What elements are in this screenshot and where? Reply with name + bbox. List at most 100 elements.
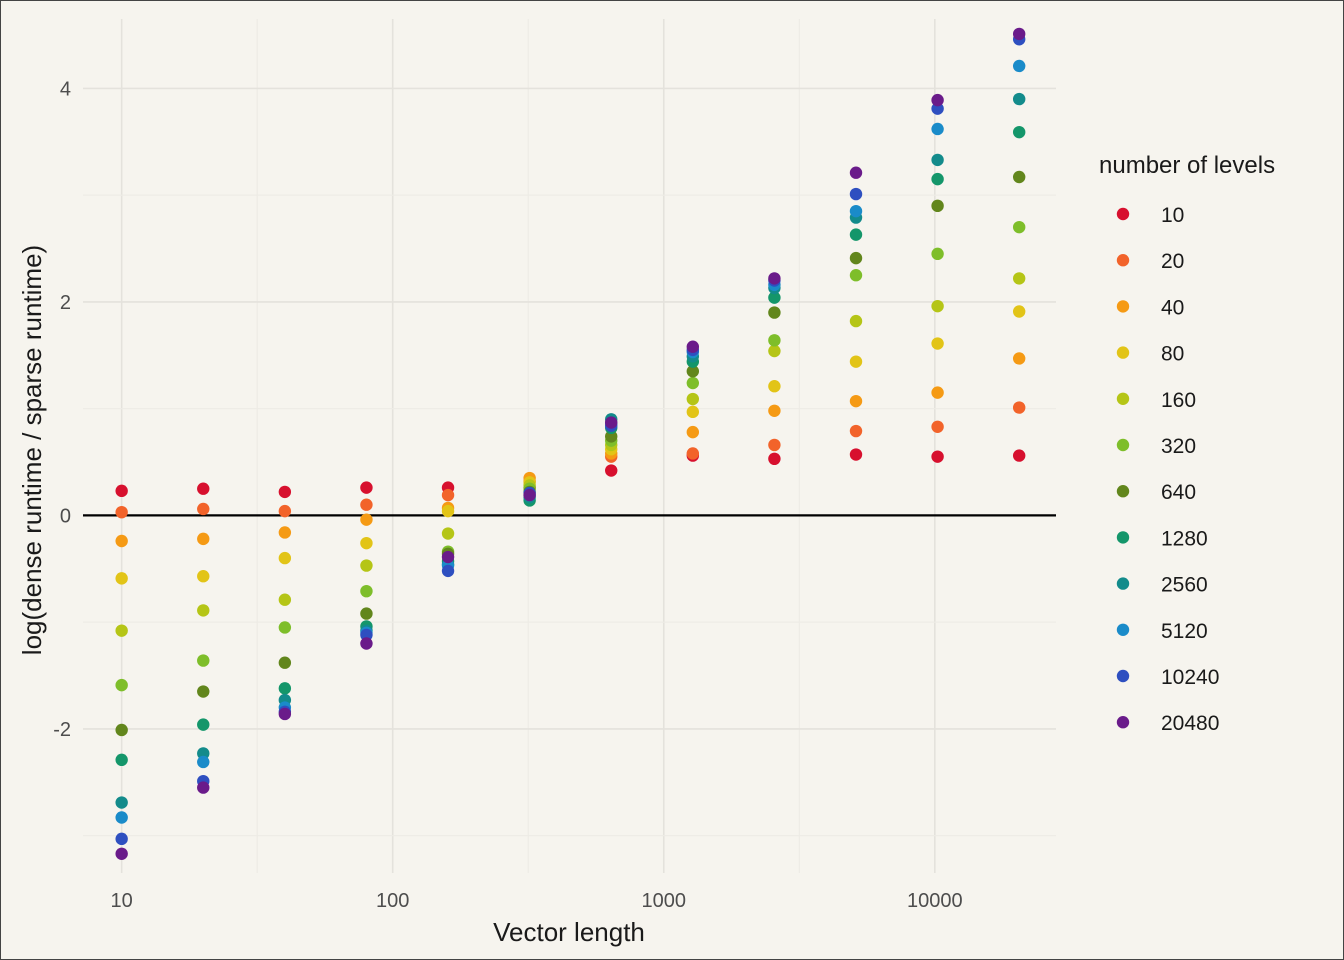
x-axis-ticks: 10 100 1000 10000 bbox=[111, 890, 963, 912]
data-point-640 bbox=[1012, 170, 1026, 184]
y-tick-label: 0 bbox=[60, 505, 71, 527]
data-point-80 bbox=[849, 355, 863, 368]
x-tick-label: 1000 bbox=[642, 890, 687, 912]
y-tick-label: 2 bbox=[60, 292, 71, 314]
data-point-640 bbox=[768, 306, 781, 319]
x-tick-label: 100 bbox=[376, 890, 409, 912]
data-point-10240 bbox=[849, 187, 863, 201]
data-point-20 bbox=[360, 498, 373, 511]
data-point-10240 bbox=[360, 628, 373, 642]
data-point-10 bbox=[931, 450, 944, 463]
data-point-160 bbox=[931, 299, 944, 313]
data-point-2560 bbox=[197, 747, 210, 760]
data-point-80 bbox=[1012, 305, 1026, 318]
data-point-160 bbox=[197, 604, 210, 617]
legend-label: 40 bbox=[1161, 296, 1184, 319]
x-axis-title: Vector length bbox=[493, 917, 645, 947]
legend-item-10240: 10240 bbox=[1116, 666, 1219, 689]
data-point-10 bbox=[197, 482, 210, 495]
legend-label: 5120 bbox=[1161, 620, 1208, 643]
data-point-10 bbox=[1012, 449, 1026, 462]
data-point-1280 bbox=[197, 718, 210, 731]
data-point-640 bbox=[197, 685, 210, 698]
data-point-40 bbox=[1012, 352, 1026, 365]
legend-item-20: 20 bbox=[1116, 250, 1184, 273]
data-point-20480 bbox=[1012, 27, 1026, 41]
data-point-40 bbox=[768, 404, 781, 417]
legend-key bbox=[1116, 577, 1130, 590]
data-point-320 bbox=[1012, 220, 1026, 234]
legend-item-320: 320 bbox=[1116, 435, 1196, 458]
data-point-20480 bbox=[686, 340, 700, 353]
data-point-320 bbox=[278, 621, 292, 634]
data-point-80 bbox=[768, 380, 781, 393]
data-point-2560 bbox=[115, 796, 128, 809]
data-point-5120 bbox=[115, 811, 128, 824]
legend-label: 320 bbox=[1161, 435, 1196, 458]
data-point-5120 bbox=[197, 755, 210, 769]
legend-item-20480: 20480 bbox=[1116, 712, 1219, 735]
data-point-5120 bbox=[1012, 59, 1026, 73]
data-point-320 bbox=[849, 269, 863, 282]
data-point-80 bbox=[197, 570, 210, 583]
legend-item-40: 40 bbox=[1116, 296, 1184, 319]
legend-key bbox=[1116, 669, 1130, 683]
data-point-40 bbox=[931, 386, 944, 399]
legend-label: 10 bbox=[1161, 204, 1184, 227]
legend-items: 10 20 40 80 160 320 640 1280 2560 5120 10240 20480 bbox=[1116, 204, 1219, 735]
data-point-20 bbox=[441, 488, 455, 502]
y-axis-title: log(dense runtime / sparse runtime) bbox=[17, 245, 47, 655]
data-point-160 bbox=[115, 624, 128, 637]
y-tick-label: 4 bbox=[60, 78, 71, 100]
data-point-320 bbox=[115, 678, 128, 692]
legend-item-80: 80 bbox=[1116, 343, 1184, 366]
legend-key bbox=[1116, 346, 1130, 359]
data-point-640 bbox=[278, 656, 292, 669]
y-axis-ticks: -2 0 2 4 bbox=[53, 78, 71, 741]
data-point-20 bbox=[115, 505, 128, 519]
data-point-20 bbox=[278, 504, 292, 518]
data-point-160 bbox=[278, 593, 292, 606]
data-point-160 bbox=[768, 344, 781, 358]
data-point-160 bbox=[1012, 272, 1026, 285]
x-tick-label: 10000 bbox=[907, 890, 963, 912]
data-point-640 bbox=[931, 199, 944, 213]
data-point-20 bbox=[1012, 401, 1026, 414]
legend-title: number of levels bbox=[1099, 152, 1275, 179]
data-point-1280 bbox=[278, 682, 292, 695]
data-point-20 bbox=[768, 438, 781, 452]
legend: number of levels 10 20 40 80 160 320 640 1280 25… bbox=[1099, 152, 1275, 735]
legend-key bbox=[1116, 254, 1130, 267]
data-point-20480 bbox=[605, 416, 618, 429]
legend-key bbox=[1116, 207, 1130, 221]
data-point-80 bbox=[360, 536, 373, 550]
data-point-20480 bbox=[197, 781, 210, 794]
data-point-10240 bbox=[441, 564, 455, 578]
legend-key bbox=[1116, 623, 1130, 636]
data-point-80 bbox=[931, 337, 944, 350]
legend-item-2560: 2560 bbox=[1116, 574, 1208, 597]
legend-label: 20 bbox=[1161, 250, 1184, 273]
data-point-2560 bbox=[931, 153, 944, 167]
data-points bbox=[115, 27, 1026, 860]
data-point-1280 bbox=[768, 291, 781, 304]
x-tick-label: 10 bbox=[111, 890, 133, 912]
legend-key bbox=[1116, 716, 1130, 729]
legend-key bbox=[1116, 300, 1130, 313]
legend-item-1280: 1280 bbox=[1116, 527, 1208, 550]
data-point-20480 bbox=[849, 166, 863, 179]
data-point-40 bbox=[278, 526, 292, 539]
data-point-40 bbox=[849, 394, 863, 408]
legend-label: 1280 bbox=[1161, 527, 1208, 550]
data-point-160 bbox=[849, 314, 863, 328]
data-point-320 bbox=[197, 654, 210, 667]
data-point-320 bbox=[360, 584, 373, 598]
data-point-20480 bbox=[931, 93, 944, 107]
data-point-40 bbox=[360, 513, 373, 526]
data-point-320 bbox=[931, 247, 944, 261]
data-point-160 bbox=[441, 527, 455, 540]
data-point-160 bbox=[686, 392, 700, 406]
legend-key bbox=[1116, 438, 1130, 452]
